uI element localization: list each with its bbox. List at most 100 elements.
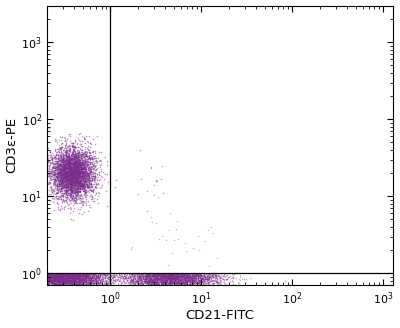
Point	[77, 276, 83, 281]
Point	[70, 142, 76, 147]
Point	[71, 178, 78, 183]
Point	[72, 193, 78, 198]
Point	[60, 180, 66, 185]
Point	[175, 276, 182, 281]
Point	[55, 157, 62, 162]
Point	[74, 192, 80, 197]
Point	[92, 149, 98, 154]
Point	[107, 274, 113, 279]
Point	[82, 274, 89, 279]
Point	[61, 177, 68, 182]
Point	[32, 281, 39, 286]
Point	[122, 280, 128, 286]
Point	[70, 277, 76, 282]
Point	[68, 153, 74, 158]
Point	[68, 172, 74, 177]
Point	[36, 274, 43, 279]
Point	[176, 273, 182, 278]
Point	[170, 275, 176, 280]
Point	[44, 281, 50, 287]
Point	[139, 272, 145, 277]
Point	[65, 161, 71, 166]
Point	[208, 277, 215, 282]
Point	[44, 273, 51, 278]
Point	[62, 171, 68, 176]
Point	[16, 281, 22, 286]
Point	[91, 275, 98, 280]
Point	[61, 184, 67, 189]
Point	[174, 273, 181, 278]
Point	[55, 281, 62, 286]
Point	[178, 272, 185, 277]
Point	[102, 272, 108, 277]
Point	[37, 273, 43, 278]
Point	[187, 275, 194, 280]
Point	[54, 201, 60, 206]
Point	[183, 277, 190, 282]
Point	[71, 272, 77, 277]
Point	[204, 281, 211, 286]
Point	[60, 158, 67, 163]
Point	[75, 172, 81, 177]
Point	[80, 176, 86, 181]
Point	[68, 181, 75, 186]
Point	[112, 271, 119, 276]
Point	[67, 278, 73, 283]
Point	[74, 154, 81, 159]
Point	[40, 275, 46, 280]
Point	[64, 161, 71, 167]
Point	[70, 276, 76, 281]
Point	[130, 276, 136, 281]
Point	[202, 274, 208, 279]
Point	[41, 281, 47, 286]
Point	[50, 274, 56, 279]
Point	[153, 275, 160, 280]
Point	[63, 280, 69, 285]
Point	[69, 165, 76, 170]
Point	[74, 158, 80, 164]
Point	[71, 167, 77, 172]
Point	[72, 274, 78, 279]
Point	[206, 276, 213, 281]
Point	[48, 272, 54, 277]
Point	[31, 277, 38, 282]
Point	[180, 280, 187, 285]
Point	[158, 281, 164, 287]
Point	[89, 195, 95, 200]
Point	[55, 178, 61, 184]
Point	[138, 271, 145, 277]
Point	[161, 273, 168, 278]
Point	[54, 174, 61, 179]
Point	[45, 273, 52, 278]
Point	[130, 276, 136, 281]
Point	[79, 276, 85, 281]
Point	[93, 274, 100, 279]
Point	[55, 271, 61, 277]
Point	[235, 281, 242, 286]
Point	[77, 174, 84, 180]
Point	[66, 160, 72, 165]
Point	[41, 274, 48, 279]
Point	[24, 279, 30, 284]
Point	[73, 175, 79, 180]
Point	[220, 277, 227, 282]
Point	[74, 185, 80, 190]
Point	[164, 277, 170, 283]
Point	[41, 273, 48, 278]
Point	[166, 279, 173, 285]
Point	[51, 276, 57, 281]
Point	[158, 277, 164, 282]
Point	[178, 274, 185, 279]
Point	[182, 279, 188, 285]
Point	[55, 173, 62, 178]
Point	[168, 274, 174, 279]
Point	[163, 273, 169, 278]
Point	[219, 277, 226, 282]
Point	[61, 277, 68, 283]
Point	[210, 278, 216, 283]
Point	[97, 278, 104, 283]
Point	[144, 208, 150, 213]
Point	[78, 162, 85, 167]
Point	[59, 277, 66, 282]
Point	[149, 276, 155, 281]
